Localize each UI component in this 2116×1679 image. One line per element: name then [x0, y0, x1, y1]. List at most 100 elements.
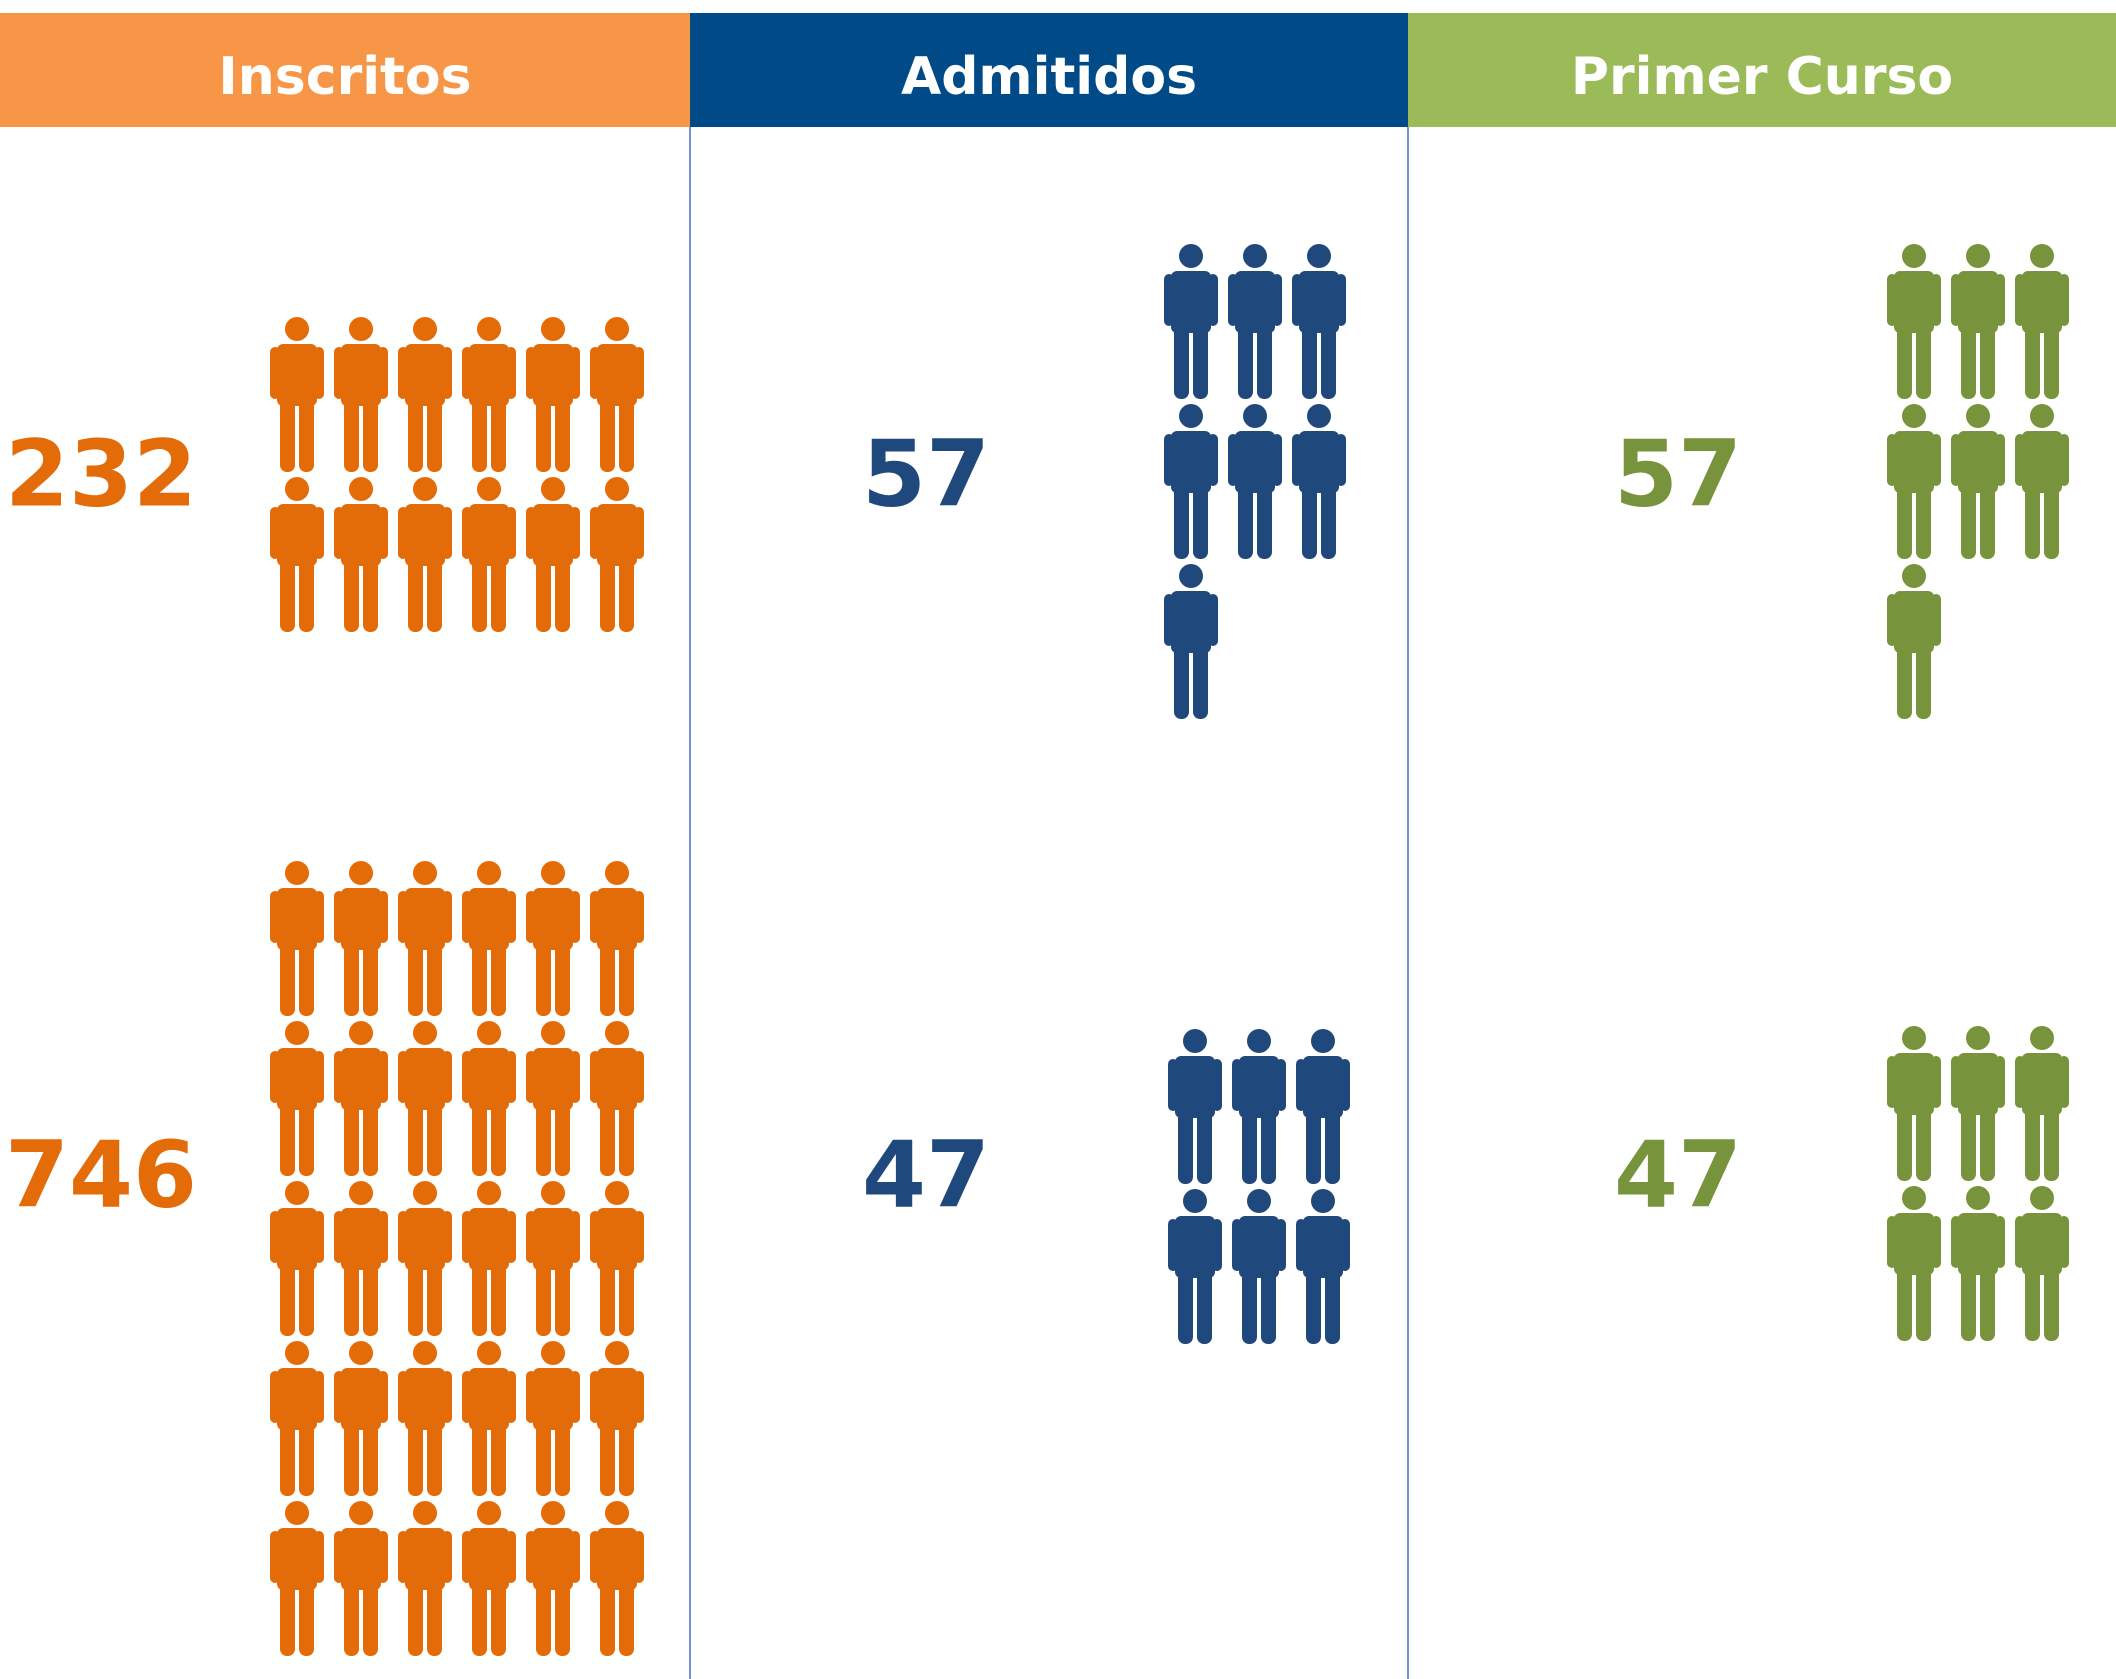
- person-icon: [270, 1181, 324, 1336]
- icon-arm: [398, 507, 408, 559]
- icon-arm: [2015, 1056, 2025, 1108]
- icon-head: [605, 317, 629, 341]
- icon-head: [1902, 564, 1926, 588]
- icon-leg: [1178, 1269, 1193, 1344]
- icon-leg: [299, 1261, 314, 1336]
- icon-leg: [1257, 324, 1272, 399]
- icon-leg: [536, 1101, 551, 1176]
- person-icon: [334, 1181, 388, 1336]
- icon-torso: [277, 1048, 317, 1110]
- icon-head: [477, 1181, 501, 1205]
- icon-head: [1902, 1026, 1926, 1050]
- icon-arm: [314, 1051, 324, 1103]
- header-band: [0, 13, 690, 127]
- icon-arm: [590, 1211, 600, 1263]
- icon-head: [349, 1341, 373, 1365]
- icon-leg: [472, 941, 487, 1016]
- icon-head: [1902, 404, 1926, 428]
- icon-leg: [472, 397, 487, 472]
- icon-head: [605, 477, 629, 501]
- icon-arm: [1995, 434, 2005, 486]
- icon-arm: [442, 347, 452, 399]
- icon-arm: [1887, 594, 1897, 646]
- person-icon: [1292, 244, 1346, 399]
- icon-arm: [526, 1531, 536, 1583]
- icon-torso: [405, 344, 445, 406]
- icon-torso: [1958, 1213, 1998, 1275]
- icon-torso: [1894, 591, 1934, 653]
- person-icon: [1292, 404, 1346, 559]
- icon-head: [541, 1021, 565, 1045]
- icon-head: [1307, 404, 1331, 428]
- icon-leg: [299, 1581, 314, 1656]
- icon-head: [1183, 1189, 1207, 1213]
- icon-head: [349, 861, 373, 885]
- icon-leg: [363, 1261, 378, 1336]
- icon-torso: [341, 344, 381, 406]
- icon-arm: [590, 1531, 600, 1583]
- icon-leg: [427, 1261, 442, 1336]
- count-value: 746: [5, 1121, 197, 1228]
- icon-torso: [341, 1208, 381, 1270]
- person-icon: [1168, 1189, 1222, 1344]
- icon-leg: [619, 1101, 634, 1176]
- icon-torso: [597, 344, 637, 406]
- person-icon: [1228, 404, 1282, 559]
- icon-leg: [1306, 1269, 1321, 1344]
- person-icon: [1887, 404, 1941, 559]
- icon-leg: [1980, 484, 1995, 559]
- icon-leg: [619, 941, 634, 1016]
- icon-arm: [270, 1051, 280, 1103]
- icon-arm: [398, 1051, 408, 1103]
- icon-arm: [378, 1051, 388, 1103]
- person-icon: [334, 1501, 388, 1656]
- icon-arm: [442, 1371, 452, 1423]
- person-icon: [1951, 244, 2005, 399]
- icon-head: [2030, 1026, 2054, 1050]
- icon-torso: [405, 1528, 445, 1590]
- person-icon: [462, 861, 516, 1016]
- icon-arm: [334, 1051, 344, 1103]
- icon-arm: [1951, 1056, 1961, 1108]
- person-icon: [526, 477, 580, 632]
- icon-arm: [1228, 434, 1238, 486]
- icon-head: [1183, 1029, 1207, 1053]
- person-icon: [590, 1341, 644, 1496]
- icon-torso: [597, 1528, 637, 1590]
- icon-leg: [408, 941, 423, 1016]
- header-title: Inscritos: [218, 47, 471, 107]
- icon-torso: [533, 1368, 573, 1430]
- icon-leg: [427, 1421, 442, 1496]
- icon-leg: [363, 1581, 378, 1656]
- person-icon: [334, 861, 388, 1016]
- icon-arm: [1208, 274, 1218, 326]
- icon-arm: [378, 507, 388, 559]
- person-icon: [526, 1021, 580, 1176]
- icon-arm: [590, 507, 600, 559]
- icon-head: [477, 1501, 501, 1525]
- icon-arm: [462, 347, 472, 399]
- header-title: Primer Curso: [1571, 47, 1953, 107]
- icon-torso: [533, 504, 573, 566]
- icon-arm: [1887, 1056, 1897, 1108]
- icon-leg: [600, 397, 615, 472]
- icon-torso: [597, 1048, 637, 1110]
- icon-arm: [526, 347, 536, 399]
- icon-head: [2030, 1186, 2054, 1210]
- icon-arm: [1995, 274, 2005, 326]
- icon-leg: [280, 397, 295, 472]
- icon-leg: [536, 1261, 551, 1336]
- icon-head: [477, 317, 501, 341]
- icon-leg: [1980, 324, 1995, 399]
- icon-arm: [398, 347, 408, 399]
- icon-torso: [469, 504, 509, 566]
- person-icon: [1232, 1029, 1286, 1184]
- icon-leg: [363, 1101, 378, 1176]
- person-icon: [398, 1341, 452, 1496]
- icon-arm: [270, 1371, 280, 1423]
- icon-arm: [442, 507, 452, 559]
- person-icon: [526, 861, 580, 1016]
- icon-head: [1243, 404, 1267, 428]
- icon-torso: [1299, 271, 1339, 333]
- icon-arm: [334, 1531, 344, 1583]
